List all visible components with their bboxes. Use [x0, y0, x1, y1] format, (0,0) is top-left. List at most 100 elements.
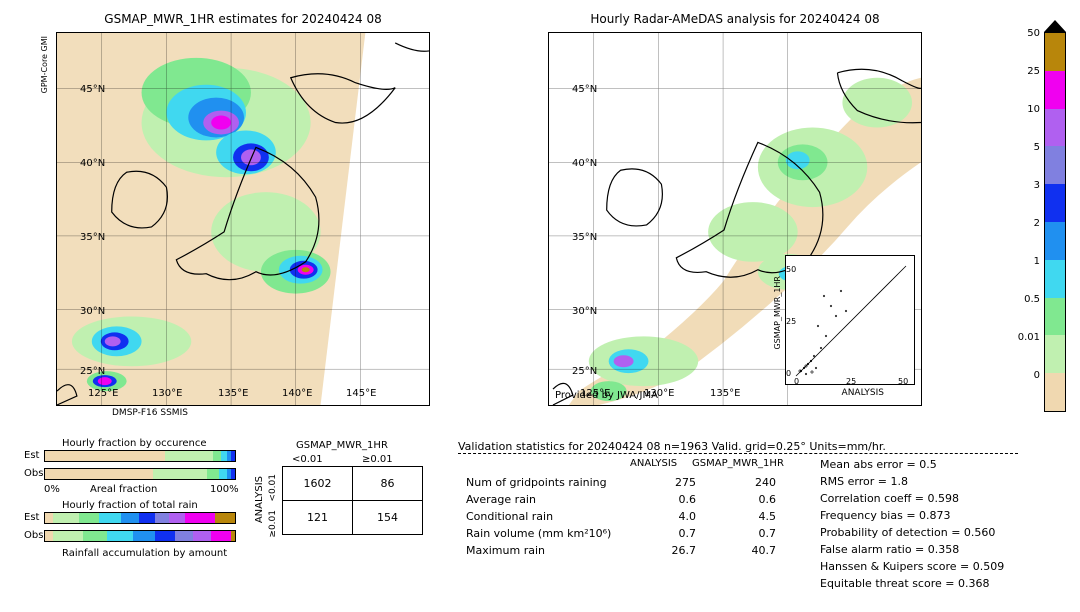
right-map-title: Hourly Radar-AMeDAS analysis for 2024042…: [548, 12, 922, 26]
bar-segment: [53, 531, 83, 541]
bar-segment: [185, 513, 215, 523]
val-col2: GSMAP_MWR_1HR: [692, 458, 784, 469]
bar-segment: [45, 531, 53, 541]
ct-row-sub: <0.01: [268, 474, 278, 502]
xlabel-left: 0%: [44, 484, 60, 495]
colorbar-tick: 3: [1034, 180, 1040, 191]
bar-segment: [165, 451, 213, 461]
ct-col-sub: ≥0.01: [362, 454, 393, 465]
score-line: False alarm ratio = 0.358: [820, 543, 1004, 556]
bar-segment: [155, 531, 175, 541]
validation-row: Average rain0.60.6: [466, 493, 776, 506]
ytick: 45°N: [80, 84, 105, 95]
ytick: 25°N: [80, 366, 105, 377]
validation-header: Validation statistics for 20240424 08 n=…: [458, 440, 1018, 454]
ct-row-header: ANALYSIS: [254, 476, 265, 523]
colorbar-tick: 0.5: [1024, 294, 1040, 305]
ytick: 30°N: [80, 306, 105, 317]
left-map: [56, 32, 430, 406]
bar-segment: [153, 469, 207, 479]
validation-row: Conditional rain4.04.5: [466, 510, 776, 523]
accum-title: Rainfall accumulation by amount: [62, 548, 227, 559]
bar-segment: [121, 513, 139, 523]
right-map: 02550 02550 ANALYSIS GSMAP_MWR_1HR Provi…: [548, 32, 922, 406]
colorbar-segment: [1045, 109, 1065, 147]
validation-row: Rain volume (mm km²10⁶)0.70.7: [466, 527, 776, 540]
bar-segment: [231, 531, 235, 541]
bar-segment: [155, 513, 169, 523]
score-line: Frequency bias = 0.873: [820, 509, 1004, 522]
xtick: 135°E: [710, 388, 740, 399]
bar-segment: [139, 513, 155, 523]
colorbar-segment: [1045, 335, 1065, 373]
bar-segment: [231, 451, 235, 461]
bar-segment: [45, 451, 165, 461]
ytick: 40°N: [80, 158, 105, 169]
xtick: 125°E: [88, 388, 118, 399]
row-label: Obs: [24, 468, 43, 479]
validation-scores: Mean abs error = 0.5RMS error = 1.8Corre…: [820, 458, 1004, 594]
colorbar-tick: 50: [1027, 28, 1040, 39]
left-map-title: GSMAP_MWR_1HR estimates for 20240424 08: [56, 12, 430, 26]
ct-cell: 1602: [283, 467, 353, 501]
xtick: 130°E: [152, 388, 182, 399]
validation-rows: Num of gridpoints raining275240 Average r…: [466, 476, 776, 561]
ct-col-header: GSMAP_MWR_1HR: [296, 440, 388, 451]
occ-est-bar: [44, 450, 236, 462]
inset-ylabel: GSMAP_MWR_1HR: [773, 276, 782, 350]
bar-segment: [53, 513, 79, 523]
bar-segment: [45, 513, 53, 523]
bar-segment: [175, 531, 193, 541]
score-line: Probability of detection = 0.560: [820, 526, 1004, 539]
ytick: 25°N: [572, 366, 597, 377]
bar-segment: [83, 531, 107, 541]
ct-cell: 86: [353, 467, 423, 501]
left-map-sat-top: GPM-Core GMI: [40, 36, 49, 93]
tot-title: Hourly fraction of total rain: [62, 500, 198, 511]
row-label: Est: [24, 512, 39, 523]
validation-row: Num of gridpoints raining275240: [466, 476, 776, 489]
scatter-inset: 02550 02550 ANALYSIS: [785, 255, 915, 385]
tot-est-bar: [44, 512, 236, 524]
bar-segment: [107, 531, 133, 541]
occ-obs-bar: [44, 468, 236, 480]
bar-segment: [213, 451, 221, 461]
score-line: Hanssen & Kuipers score = 0.509: [820, 560, 1004, 573]
svg-text:50: 50: [786, 265, 796, 274]
colorbar-segment: [1045, 298, 1065, 336]
tot-obs-bar: [44, 530, 236, 542]
score-line: Equitable threat score = 0.368: [820, 577, 1004, 590]
xtick: 125°E: [580, 388, 610, 399]
colorbar-tick: 25: [1027, 66, 1040, 77]
colorbar-segment: [1045, 222, 1065, 260]
bar-segment: [219, 469, 227, 479]
ct-cell: 154: [353, 501, 423, 535]
bar-segment: [211, 531, 231, 541]
xtick: 140°E: [282, 388, 312, 399]
ytick: 30°N: [572, 306, 597, 317]
occ-title: Hourly fraction by occurence: [62, 438, 206, 449]
score-line: RMS error = 1.8: [820, 475, 1004, 488]
colorbar: [1044, 32, 1066, 412]
xtick: 135°E: [218, 388, 248, 399]
row-label: Est: [24, 450, 39, 461]
xlabel-mid: Areal fraction: [90, 484, 157, 495]
colorbar-tick: 0.01: [1018, 332, 1040, 343]
colorbar-tick: 5: [1034, 142, 1040, 153]
ytick: 45°N: [572, 84, 597, 95]
bar-segment: [169, 513, 185, 523]
ytick: 40°N: [572, 158, 597, 169]
score-line: Correlation coeff = 0.598: [820, 492, 1004, 505]
left-map-sat-bot: DMSP-F16 SSMIS: [112, 408, 188, 418]
svg-text:0: 0: [794, 377, 799, 386]
colorbar-segment: [1045, 71, 1065, 109]
val-col1: ANALYSIS: [630, 458, 677, 469]
colorbar-tick: 1: [1034, 256, 1040, 267]
bar-segment: [79, 513, 99, 523]
svg-text:25: 25: [846, 377, 856, 386]
colorbar-segment: [1045, 33, 1065, 71]
svg-text:25: 25: [786, 317, 796, 326]
ct-col-sub: <0.01: [292, 454, 323, 465]
ytick: 35°N: [80, 232, 105, 243]
xtick: 145°E: [346, 388, 376, 399]
